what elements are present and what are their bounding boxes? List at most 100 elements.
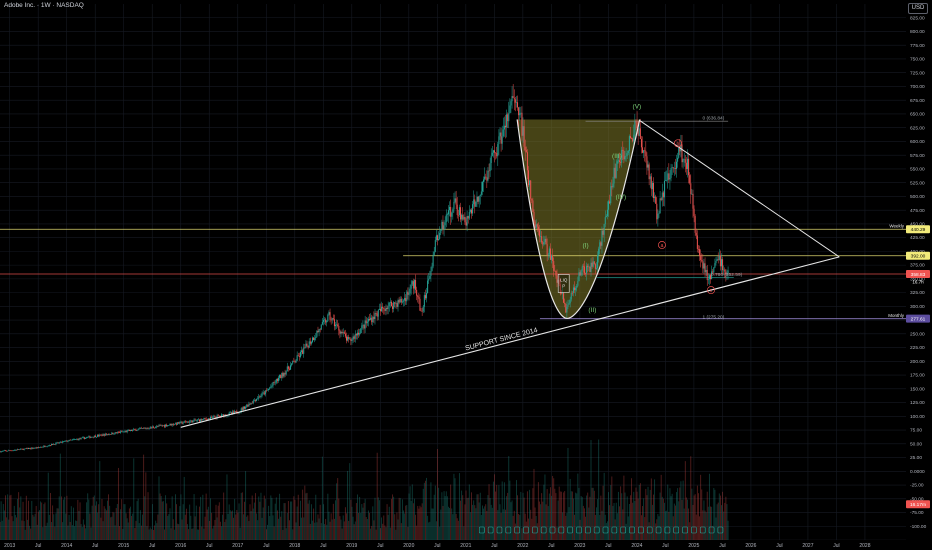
volume-bar	[643, 498, 645, 540]
candle	[669, 177, 671, 180]
pattern-fills	[517, 119, 640, 319]
candle	[713, 267, 715, 273]
candle	[399, 298, 401, 303]
candle	[606, 209, 608, 217]
candle	[537, 226, 539, 231]
candle	[153, 426, 155, 428]
volume-bar	[525, 521, 527, 540]
earnings-marker	[549, 526, 556, 534]
volume-bar	[628, 503, 630, 540]
volume-bar	[190, 515, 192, 540]
candle	[647, 164, 649, 168]
candle	[85, 437, 87, 439]
candle	[569, 299, 571, 304]
candle	[627, 150, 629, 154]
candle	[158, 425, 160, 427]
volume-bar	[555, 493, 557, 540]
volume-bar	[67, 525, 69, 540]
candle	[69, 439, 71, 441]
time-tick: Jul	[263, 543, 269, 549]
volume-bar	[671, 493, 673, 540]
volume-bar	[321, 456, 323, 540]
price-tick: 550.00	[910, 167, 925, 173]
candle	[595, 268, 597, 269]
volume-bar	[113, 512, 115, 540]
volume-bar	[492, 481, 494, 540]
time-tick: Jul	[320, 543, 326, 549]
candle	[558, 279, 560, 285]
earnings-marker	[691, 526, 697, 534]
wave-label: (II)	[588, 307, 596, 314]
volume-bar	[469, 512, 471, 540]
volume-bar	[511, 500, 513, 540]
candle	[461, 214, 463, 220]
candle	[285, 371, 287, 375]
candle	[37, 447, 39, 448]
volume-bar	[14, 514, 16, 540]
candle	[167, 425, 169, 427]
candle	[148, 428, 150, 430]
volume-bar	[0, 501, 2, 540]
candle	[330, 319, 332, 321]
candle	[120, 431, 122, 433]
candle	[526, 152, 528, 171]
candle	[42, 446, 44, 448]
volume-bar	[172, 519, 174, 540]
volume-bar	[682, 480, 684, 540]
candle	[417, 295, 419, 298]
price-tick: 625.00	[910, 125, 925, 131]
volume-bar	[559, 491, 561, 540]
candle	[692, 193, 694, 209]
volume-bar	[453, 473, 455, 540]
volume-bar	[44, 502, 46, 540]
candle	[98, 435, 100, 437]
time-tick: 2023	[574, 543, 585, 549]
volume-bar	[376, 452, 378, 540]
volume-bar	[597, 499, 599, 540]
volume-bar	[594, 514, 596, 540]
candle	[497, 144, 499, 157]
volume-bar	[278, 518, 279, 540]
volume-bar	[75, 520, 77, 540]
volume-bar	[58, 496, 60, 540]
volume-bar	[112, 511, 114, 540]
candle	[284, 373, 286, 375]
candle	[373, 316, 375, 320]
candle	[134, 429, 136, 430]
volume-bar	[153, 529, 154, 540]
volume-bar	[638, 484, 640, 540]
volume-bar	[177, 523, 179, 540]
currency-button[interactable]: USD	[908, 3, 928, 14]
volume-bar	[677, 488, 679, 540]
candle	[429, 275, 431, 279]
volume-bar	[691, 488, 693, 540]
candle	[159, 425, 161, 426]
volume-bar	[390, 498, 392, 540]
volume-bar	[179, 506, 181, 540]
candle	[292, 360, 294, 364]
cup-curve	[516, 119, 641, 320]
volume-bar	[7, 494, 9, 540]
volume-bar	[472, 504, 474, 540]
candle	[99, 434, 101, 437]
candle	[140, 427, 142, 429]
candle	[711, 271, 713, 280]
volume-bar	[544, 474, 546, 540]
volume-bar	[445, 491, 447, 540]
candle	[282, 372, 284, 377]
volume-bar	[458, 473, 460, 540]
candle	[29, 448, 31, 450]
candle	[258, 396, 260, 399]
volume-bar	[69, 521, 71, 540]
candle	[601, 230, 603, 246]
candle	[469, 209, 471, 212]
candle	[13, 450, 15, 451]
volume-bar	[690, 456, 692, 540]
candle	[291, 363, 293, 366]
candle	[272, 382, 274, 386]
candle	[207, 418, 209, 421]
volume-bar	[280, 516, 282, 540]
volume-bar	[520, 491, 522, 540]
volume-bar	[636, 491, 638, 540]
